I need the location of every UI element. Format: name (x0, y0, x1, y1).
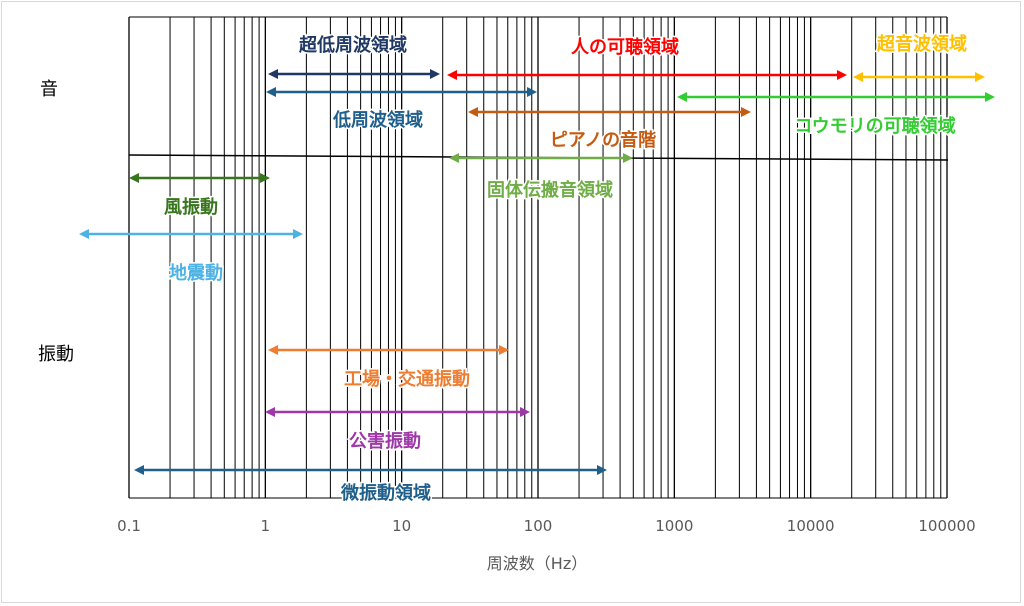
row-label-sound: 音 (40, 79, 58, 100)
range-arrow (677, 92, 995, 102)
range-arrow (268, 345, 509, 355)
row-label-vibration: 振動 (38, 344, 74, 365)
x-tick-label: 10000 (787, 517, 835, 535)
range-label: ピアノの音階 (550, 129, 656, 151)
range-label: 工場・交通振動 (344, 368, 470, 390)
x-tick-label: 1 (261, 517, 271, 535)
range-arrow (449, 153, 633, 163)
range-arrow (266, 87, 537, 97)
range-label: 地震動 (169, 262, 223, 284)
range-arrow (134, 465, 607, 475)
x-axis-ticks: 0.1 1 10 100 1000 10000 100000 (117, 517, 976, 535)
range-arrow (853, 72, 985, 82)
x-tick-label: 100 (524, 517, 553, 535)
x-axis-label: 周波数（Hz） (487, 554, 587, 573)
range-label: 微振動領域 (340, 482, 431, 504)
range-arrow (79, 229, 303, 239)
range-label: 超低周波領域 (299, 34, 407, 56)
x-tick-label: 10 (392, 517, 411, 535)
x-tick-label: 1000 (655, 517, 693, 535)
range-arrow (268, 69, 440, 79)
x-tick-label: 100000 (918, 517, 975, 535)
range-label: コウモリの可聴領域 (794, 115, 955, 137)
range-arrow (447, 70, 847, 80)
range-label: 人の可聴領域 (571, 36, 679, 58)
range-arrow (265, 407, 530, 417)
range-label: 風振動 (164, 196, 218, 218)
range-label: 公害振動 (349, 430, 421, 452)
range-arrow (129, 173, 270, 183)
x-tick-label: 0.1 (117, 517, 141, 535)
range-arrow (468, 107, 751, 117)
range-label: 超音波領域 (877, 33, 967, 55)
range-label: 固体伝搬音領域 (487, 179, 613, 201)
gridlines (128, 16, 948, 499)
range-label: 低周波領域 (332, 109, 423, 131)
